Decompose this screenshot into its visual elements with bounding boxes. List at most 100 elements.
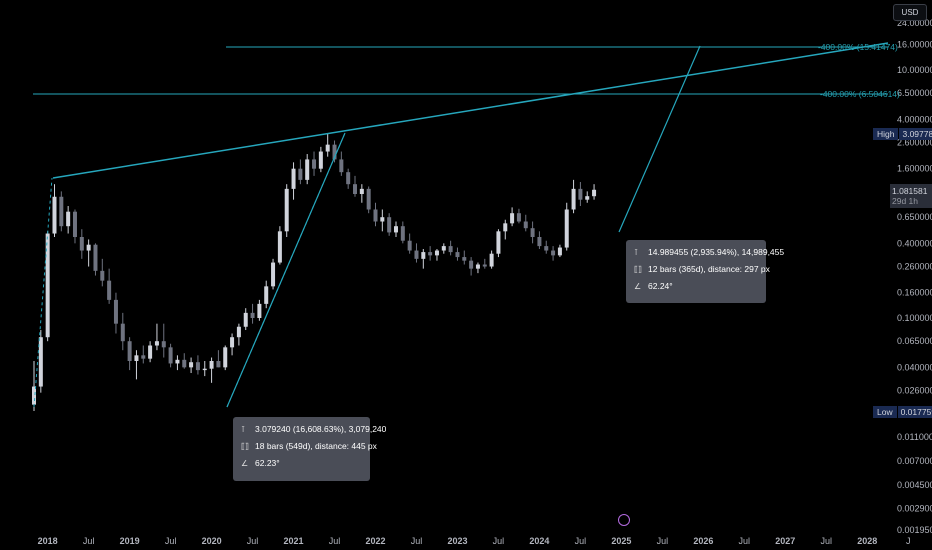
angle-icon: ∠ xyxy=(634,282,642,291)
time-tick-label: Jul xyxy=(739,536,751,546)
time-tick-label: Jul xyxy=(247,536,259,546)
angle-text: 62.23° xyxy=(255,458,280,468)
price-tick-label: 0.007000 xyxy=(897,456,932,466)
price-range-text: 3.079240 (16,608.63%), 3,079,240 xyxy=(255,424,387,434)
candle xyxy=(387,213,392,236)
time-tick-label: 2018 xyxy=(38,536,58,546)
time-tick-label: 2027 xyxy=(775,536,795,546)
candle xyxy=(182,353,187,369)
bar-countdown: 29d 1h xyxy=(892,196,918,206)
candle xyxy=(223,345,228,371)
candle xyxy=(66,206,71,234)
price-axis[interactable]: 24.000000 16.000000 10.000000 6.500000 4.000… xyxy=(897,18,932,535)
time-tick-label: 2020 xyxy=(202,536,222,546)
price-tick-label: 6.500000 xyxy=(897,88,932,98)
candle xyxy=(250,303,255,324)
candle xyxy=(59,191,64,232)
time-tick-label: Jul xyxy=(329,536,341,546)
price-tick-label: 24.000000 xyxy=(897,18,932,28)
candle xyxy=(277,226,282,265)
candle xyxy=(216,350,221,368)
measure-info-box-2[interactable]: ⊺ 14.989455 (2,935.94%), 14,989,455 ⟦⟧ 12 … xyxy=(626,240,784,303)
candle xyxy=(175,355,180,371)
measure-info-box-1[interactable]: ⊺ 3.079240 (16,608.63%), 3,079,240 ⟦⟧ 18 b… xyxy=(233,417,386,481)
date-range-icon: ⟦⟧ xyxy=(241,442,249,451)
candle xyxy=(312,151,317,176)
candle xyxy=(393,221,398,238)
date-range-text: 12 bars (365d), distance: 297 px xyxy=(648,264,770,274)
time-tick-label: Jul xyxy=(165,536,177,546)
time-tick-label: Jul xyxy=(83,536,95,546)
candle xyxy=(107,268,112,304)
candle xyxy=(516,208,521,224)
price-tick-label: 4.000000 xyxy=(897,114,932,124)
candle xyxy=(503,219,508,240)
candle xyxy=(236,323,241,346)
candle xyxy=(441,243,446,254)
price-tick-label: 2.600000 xyxy=(897,138,932,148)
candle xyxy=(72,209,77,244)
time-axis[interactable]: 2018 Jul 2019 Jul 2020 Jul 2021 Jul 2022 Jul 2023 J… xyxy=(38,536,911,546)
time-tick-label: 2022 xyxy=(365,536,385,546)
low-value: 0.017759 xyxy=(897,406,932,418)
time-tick-label: 2023 xyxy=(447,536,467,546)
candle xyxy=(93,243,98,276)
candle xyxy=(86,239,91,267)
candle xyxy=(339,151,344,176)
trendline[interactable] xyxy=(52,42,889,179)
time-tick-label: Jul xyxy=(493,536,505,546)
last-price-tag: 1.081581 29d 1h xyxy=(890,184,932,208)
candle xyxy=(578,181,583,207)
candle xyxy=(414,243,419,263)
price-tick-label: 0.260000 xyxy=(897,262,932,272)
candles-series xyxy=(32,133,597,411)
time-tick-label: Jul xyxy=(575,536,587,546)
candle xyxy=(592,184,597,200)
price-tick-label: 0.160000 xyxy=(897,288,932,298)
high-value: 3.097780 xyxy=(899,128,932,140)
time-tick-label: J xyxy=(906,536,911,546)
candle xyxy=(264,280,269,309)
price-tick-label: 0.400000 xyxy=(897,238,932,248)
candle xyxy=(557,244,562,258)
go-to-realtime-icon[interactable] xyxy=(618,514,630,526)
candle xyxy=(325,133,330,157)
candle xyxy=(257,299,262,321)
time-tick-label: 2026 xyxy=(693,536,713,546)
candle xyxy=(32,361,36,411)
candle xyxy=(209,357,214,383)
candle xyxy=(537,231,542,250)
candle xyxy=(243,308,248,331)
candle xyxy=(271,258,276,290)
measure-line-2[interactable] xyxy=(618,45,701,233)
price-range-icon: ⊺ xyxy=(241,425,246,434)
price-range-text: 14.989455 (2,935.94%), 14,989,455 xyxy=(648,247,785,257)
time-tick-label: 2024 xyxy=(529,536,549,546)
candle xyxy=(469,257,474,276)
candle xyxy=(284,184,289,238)
date-range-text: 18 bars (549d), distance: 445 px xyxy=(255,441,377,451)
candle xyxy=(455,247,460,261)
currency-button[interactable]: USD xyxy=(893,4,927,21)
angle-text: 62.24° xyxy=(648,281,673,291)
candle xyxy=(448,240,453,256)
candle xyxy=(141,345,146,364)
price-range-icon: ⊺ xyxy=(634,248,639,257)
measure-dashed-2 xyxy=(226,132,346,408)
candle xyxy=(434,249,439,261)
date-range-icon: ⟦⟧ xyxy=(634,265,642,274)
candle xyxy=(366,186,371,214)
candle xyxy=(120,312,125,351)
time-tick-label: 2025 xyxy=(611,536,631,546)
price-tick-label: 0.650000 xyxy=(897,212,932,222)
candle xyxy=(195,355,200,375)
candle xyxy=(161,323,166,358)
price-tick-label: 0.001950 xyxy=(897,525,932,535)
price-tick-label: 0.100000 xyxy=(897,313,932,323)
time-tick-label: 2021 xyxy=(284,536,304,546)
drawings-layer[interactable]: -400.00% (15.41474) -400.00% (6.504614) xyxy=(33,42,900,408)
candle xyxy=(489,250,494,269)
price-tick-label: 16.000000 xyxy=(897,40,932,50)
